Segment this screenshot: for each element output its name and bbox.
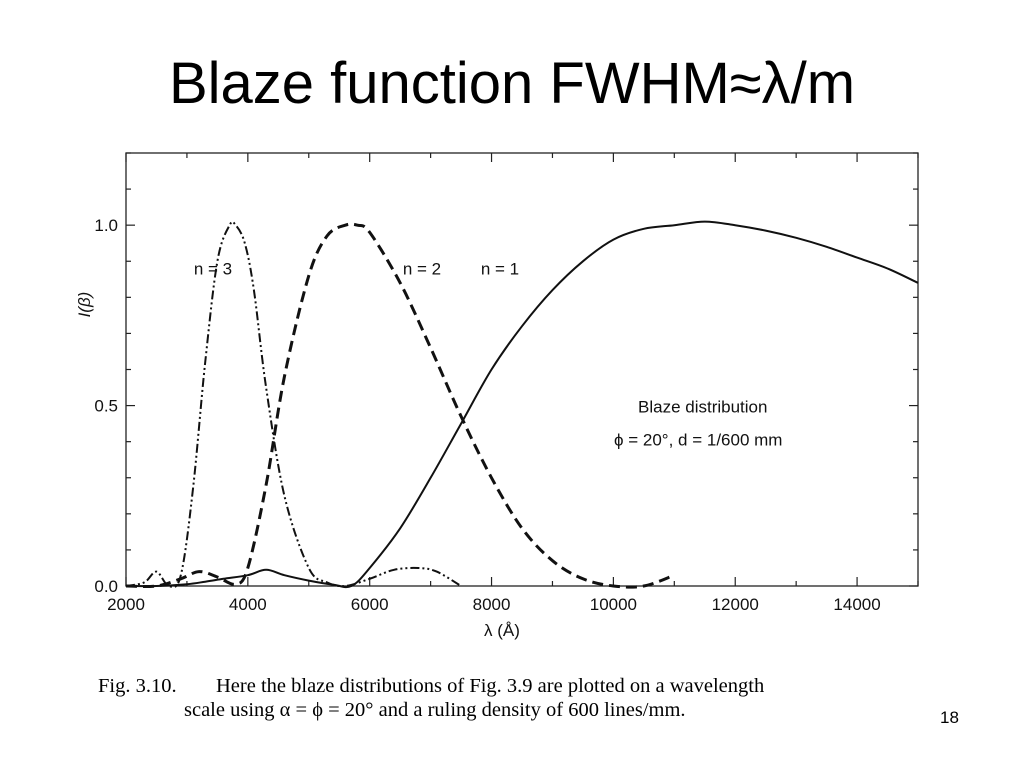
- caption-figure-number: Fig. 3.10.: [98, 675, 177, 697]
- x-axis-label: λ (Å): [484, 621, 520, 640]
- curve-label: n = 1: [481, 259, 519, 278]
- series-line-n2: [125, 222, 675, 589]
- curve-label: n = 2: [403, 259, 441, 278]
- series-line-n1: [125, 220, 919, 589]
- x-tick-label: 14000: [833, 595, 880, 614]
- chart-svg: 2000 4000 6000 8000 10000 12000 14000 0.0 0.5 1.0…: [78, 152, 919, 640]
- blaze-chart: 2000 4000 6000 8000 10000 12000 14000 0.0 0.5 1.0…: [78, 145, 928, 655]
- series-line-n3: [125, 220, 462, 589]
- curve-label: n = 3: [194, 259, 232, 278]
- y-axis-label: I(β): [78, 292, 94, 318]
- annotation-parameters: ϕ = 20°, d = 1/600 mm: [614, 431, 782, 450]
- x-tick-label: 2000: [107, 595, 145, 614]
- figure-caption: Fig. 3.10. Here the blaze distributions o…: [98, 674, 898, 722]
- annotation-blaze-distribution: Blaze distribution: [638, 398, 767, 417]
- slide-title: Blaze function FWHM≈λ/m: [168, 51, 856, 116]
- x-tick-label: 10000: [590, 595, 637, 614]
- y-tick-label: 0.5: [94, 397, 118, 416]
- caption-line-1: Fig. 3.10. Here the blaze distributions o…: [98, 674, 898, 698]
- y-tick-label: 1.0: [94, 216, 118, 235]
- page-number: 18: [940, 708, 959, 727]
- caption-text-2: scale using α = ϕ = 20° and a ruling den…: [184, 699, 686, 721]
- plot-frame: [125, 152, 919, 587]
- x-tick-label: 4000: [229, 595, 267, 614]
- x-tick-label: 6000: [351, 595, 389, 614]
- y-tick-label: 0.0: [94, 577, 118, 596]
- x-tick-label: 12000: [712, 595, 759, 614]
- x-tick-label: 8000: [473, 595, 511, 614]
- caption-text-1: Here the blaze distributions of Fig. 3.9…: [216, 675, 765, 697]
